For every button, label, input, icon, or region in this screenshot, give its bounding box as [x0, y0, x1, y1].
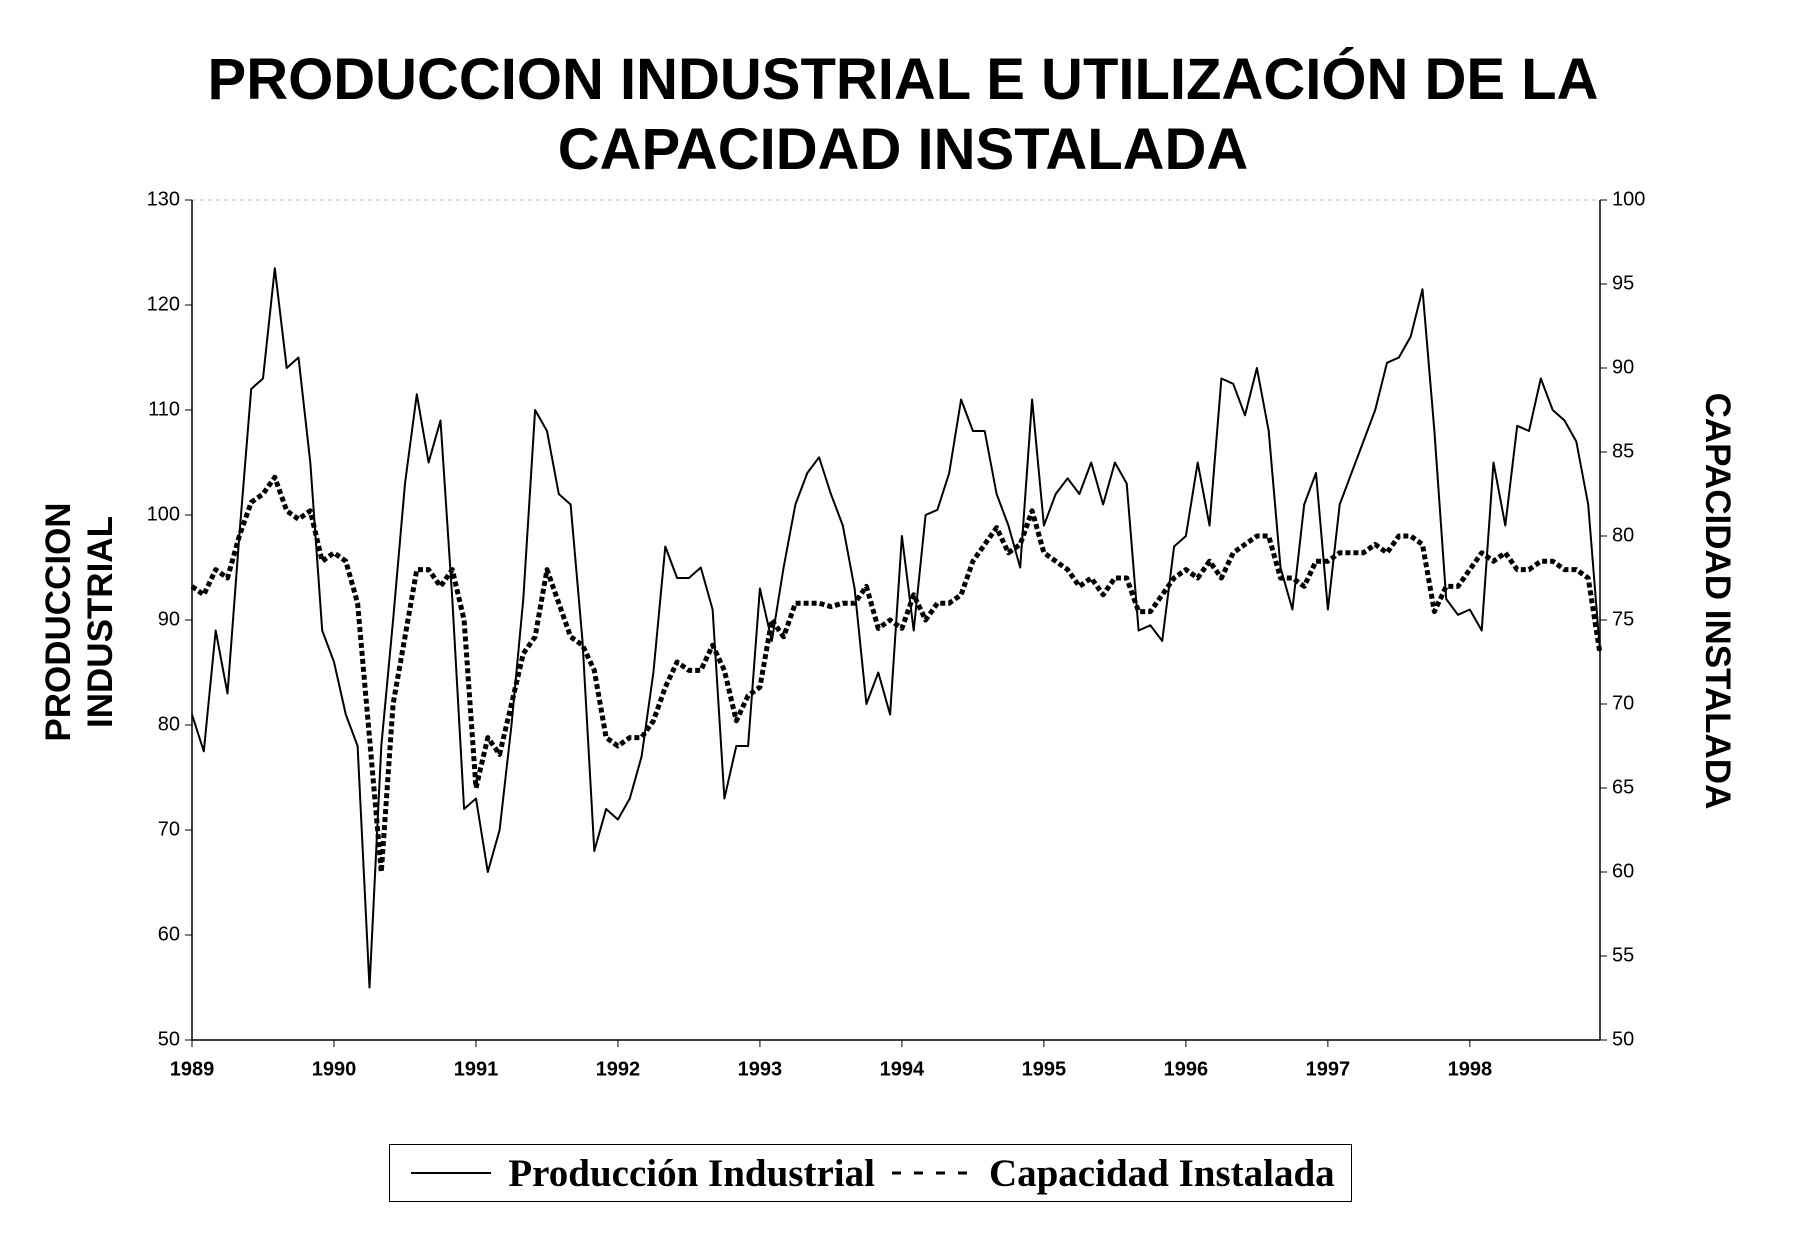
- y-tick-label: 50: [158, 1028, 180, 1050]
- x-tick-label: 1995: [1022, 1058, 1067, 1080]
- x-tick-label: 1993: [738, 1058, 783, 1080]
- y2-tick-label: 75: [1612, 608, 1634, 630]
- legend-swatch: [891, 1171, 972, 1175]
- y2-tick-label: 70: [1612, 692, 1634, 714]
- y-tick-label: 70: [158, 818, 180, 840]
- chart-title: PRODUCCION INDUSTRIAL E UTILIZACIÓN DE L…: [207, 47, 1599, 182]
- y2-tick-label: 55: [1612, 944, 1634, 966]
- series-line: [190, 474, 1603, 875]
- y2-tick-label: 80: [1612, 524, 1634, 546]
- y-tick-label: 90: [158, 608, 180, 630]
- series-line: [191, 267, 1601, 989]
- y2-tick-label: 100: [1612, 188, 1645, 210]
- y2-tick-label: 65: [1612, 776, 1634, 798]
- y2-tick-label: 95: [1612, 272, 1634, 294]
- y-tick-label: 100: [147, 503, 180, 525]
- y-tick-label: 130: [147, 188, 180, 210]
- legend: Producción Industrial Capacidad Instalada: [389, 1144, 1352, 1202]
- x-tick-label: 1989: [170, 1058, 215, 1080]
- y2-tick-label: 85: [1612, 440, 1634, 462]
- legend-label: Capacidad Instalada: [988, 1151, 1335, 1195]
- x-tick-label: 1998: [1448, 1058, 1493, 1080]
- y-tick-label: 120: [147, 293, 180, 315]
- y2-tick-label: 90: [1612, 356, 1634, 378]
- y-tick-label: 80: [158, 713, 180, 735]
- x-tick-label: 1990: [312, 1058, 357, 1080]
- x-tick-label: 1994: [880, 1058, 925, 1080]
- legend-label: Producción Industrial: [508, 1151, 875, 1195]
- y-tick-label: 60: [158, 923, 180, 945]
- x-tick-label: 1996: [1164, 1058, 1209, 1080]
- x-tick-label: 1992: [596, 1058, 641, 1080]
- y-tick-label: 110: [148, 398, 180, 420]
- legend-swatch: [411, 1172, 492, 1174]
- x-tick-label: 1997: [1306, 1058, 1351, 1080]
- x-tick-label: 1991: [454, 1058, 499, 1080]
- y2-tick-label: 50: [1612, 1028, 1634, 1050]
- y2-tick-label: 60: [1612, 860, 1634, 882]
